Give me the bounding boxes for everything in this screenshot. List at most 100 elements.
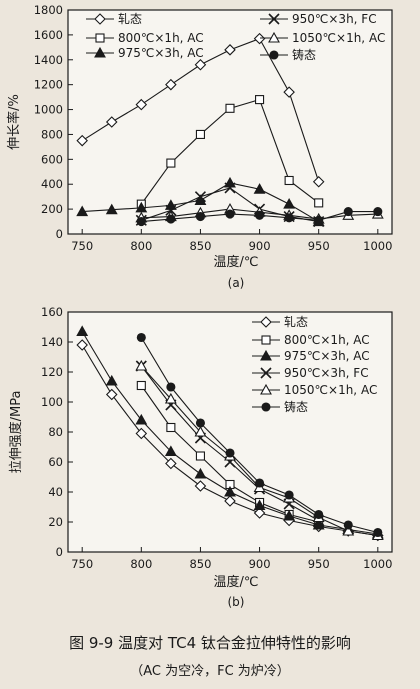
plot-area <box>67 311 393 553</box>
data-point <box>166 382 176 392</box>
data-point <box>373 527 383 538</box>
y-tick-label: 0 <box>56 227 63 241</box>
data-point <box>165 457 177 470</box>
y-tick-label: 600 <box>41 152 63 166</box>
legend-item: 975℃×3h, AC <box>86 46 204 60</box>
y-tick-label: 1400 <box>34 53 63 67</box>
data-point <box>314 198 324 208</box>
data-point <box>312 518 325 530</box>
x-tick-label: 950 <box>308 239 330 253</box>
y-tick-label: 20 <box>48 515 63 529</box>
legend-item: 轧态 <box>252 315 308 329</box>
legend-marker <box>260 349 272 361</box>
x-tick-label: 900 <box>249 557 271 571</box>
data-point <box>225 209 235 219</box>
y-tick-label: 1600 <box>34 28 63 42</box>
legend-item: 1050℃×1h, AC <box>260 31 385 45</box>
data-point <box>253 499 266 511</box>
legend-label: 1050℃×1h, AC <box>284 383 377 397</box>
series-0 <box>76 32 325 188</box>
y-tick-label: 1800 <box>34 3 63 17</box>
series-5 <box>136 207 383 227</box>
legend-item: 950℃×3h, FC <box>260 12 377 26</box>
data-point <box>166 158 176 168</box>
data-point <box>253 32 266 45</box>
figure-caption-note: （AC 为空冷，FC 为炉冷） <box>130 664 290 679</box>
data-point <box>76 134 88 147</box>
series-5 <box>136 332 383 538</box>
data-point <box>284 490 294 500</box>
data-point <box>255 478 265 488</box>
legend-item: 轧态 <box>86 12 142 26</box>
data-point <box>253 507 266 519</box>
y-tick-label: 200 <box>41 202 63 216</box>
data-point <box>135 427 148 440</box>
data-point <box>135 359 148 371</box>
panel-label: (b) <box>228 595 245 609</box>
x-axis-label: 温度/℃ <box>214 254 259 270</box>
legend-item: 铸态 <box>260 47 316 62</box>
y-tick-label: 1000 <box>34 103 63 117</box>
legend-marker <box>95 33 105 43</box>
data-point <box>283 86 295 98</box>
y-tick-label: 160 <box>41 305 63 319</box>
y-tick-label: 120 <box>41 365 63 379</box>
y-tick-label: 100 <box>41 395 63 409</box>
data-point <box>136 380 146 391</box>
legend-label: 975℃×3h, AC <box>118 46 204 60</box>
y-tick-label: 0 <box>56 545 63 559</box>
legend-label: 铸态 <box>284 399 308 414</box>
legend-item: 950℃×3h, FC <box>252 366 369 380</box>
data-point <box>284 175 294 186</box>
data-point <box>255 210 265 220</box>
figure-caption-title: 图 9-9 温度对 TC4 钛合金拉伸特性的影响 <box>69 634 351 652</box>
legend-marker <box>261 402 271 412</box>
data-point <box>283 198 296 209</box>
data-point <box>194 58 207 71</box>
data-point <box>105 388 118 401</box>
data-point <box>164 392 177 404</box>
data-point <box>136 332 146 343</box>
legend-item: 975℃×3h, AC <box>252 349 370 363</box>
panel-label: (a) <box>228 276 245 290</box>
legend-item: 800℃×1h, AC <box>252 333 370 347</box>
data-point <box>312 175 325 188</box>
legend-item: 1050℃×1h, AC <box>252 383 377 397</box>
data-point <box>195 451 205 461</box>
data-point <box>195 129 205 139</box>
y-tick-label: 400 <box>41 177 63 191</box>
data-point <box>314 509 324 520</box>
data-point <box>284 213 294 223</box>
data-point <box>76 339 88 351</box>
data-point <box>165 204 177 216</box>
data-point <box>76 205 89 217</box>
data-point <box>255 95 265 105</box>
legend-marker <box>268 13 280 25</box>
chart-panel-a: 0 200 400 600 800 1000 1200 1400 1600 1800 750 800 8… <box>6 3 393 290</box>
data-point <box>253 183 266 194</box>
x-tick-label: 750 <box>71 557 93 571</box>
legend-item: 铸态 <box>252 399 308 414</box>
legend-label: 铸态 <box>292 47 316 62</box>
data-point <box>343 207 353 217</box>
data-point <box>195 418 205 428</box>
legend-item: 800℃×1h, AC <box>86 31 204 45</box>
data-point <box>342 524 355 536</box>
y-axis-label: 拉伸强度/MPa <box>8 391 24 474</box>
data-point <box>314 215 324 225</box>
legend-label: 800℃×1h, AC <box>284 333 370 347</box>
data-point <box>373 207 383 217</box>
legend-marker <box>260 316 272 328</box>
data-point <box>343 520 353 530</box>
data-point <box>105 203 118 215</box>
data-point <box>105 374 118 386</box>
data-point <box>224 485 236 497</box>
x-tick-label: 850 <box>189 557 211 571</box>
data-point <box>224 44 236 56</box>
x-tick-label: 900 <box>249 239 271 253</box>
data-point <box>225 103 235 113</box>
data-point <box>76 325 89 337</box>
legend-marker <box>94 46 106 58</box>
data-point <box>194 480 207 492</box>
